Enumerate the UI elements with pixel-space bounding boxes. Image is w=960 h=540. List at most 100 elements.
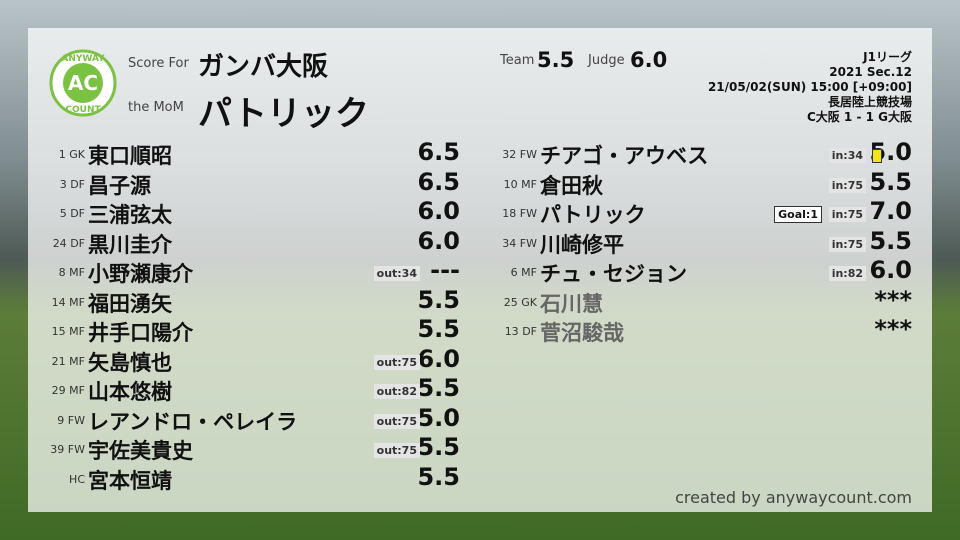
player-number: 18 FW — [502, 207, 537, 220]
player-number: 39 FW — [50, 443, 85, 456]
player-number: 5 DF — [60, 207, 85, 220]
number: 18 — [502, 207, 517, 220]
team-score-label: Team — [500, 53, 535, 68]
player-name: チアゴ・アウベス — [540, 144, 709, 168]
mom-label: the MoM — [128, 100, 184, 115]
player-number: 24 DF — [53, 237, 85, 250]
player-name: チュ・セジョン — [540, 262, 687, 286]
player-name: 山本悠樹 — [88, 380, 172, 404]
position: MF — [69, 266, 85, 279]
number: 15 — [51, 325, 66, 338]
number: 14 — [51, 295, 66, 309]
rating: 5.5 — [417, 433, 460, 461]
number: 34 — [502, 236, 517, 250]
player-number: 9 FW — [57, 414, 85, 427]
position: DF — [70, 177, 85, 191]
rating: 7.0 — [869, 197, 912, 225]
position: MF — [69, 325, 85, 338]
rating: 5.5 — [417, 285, 460, 314]
rating: 6.0 — [869, 256, 912, 284]
player-number: 29 MF — [52, 384, 85, 397]
footer: created by anywaycount.com — [675, 488, 912, 507]
number: 39 — [50, 443, 65, 456]
player-number: 21 MF — [52, 355, 85, 368]
logo-center: AC — [68, 71, 98, 95]
team-score: 5.5 — [537, 48, 575, 72]
rating: 6.5 — [417, 138, 460, 166]
player-number: 6 MF — [511, 266, 537, 279]
player-number: 25 GK — [504, 296, 537, 309]
rating: --- — [430, 256, 460, 284]
player-number: 15 MF — [52, 325, 85, 338]
number: 29 — [51, 384, 66, 397]
number: 5 — [59, 207, 67, 220]
player-name: 昌子源 — [88, 173, 151, 198]
rating: 5.5 — [417, 462, 460, 491]
rating: 5.5 — [869, 167, 912, 196]
position: GK — [69, 148, 85, 161]
rating: *** — [874, 285, 912, 314]
player-name: 倉田秋 — [540, 173, 603, 198]
player-name: 矢島慎也 — [88, 350, 172, 375]
mom: パトリック — [198, 94, 370, 134]
player-name: 川崎修平 — [540, 232, 624, 257]
player-name: 宮本恒靖 — [88, 468, 172, 493]
player-number: 13 DF — [505, 325, 537, 338]
datetime: 21/05/02(SUN) 15:00 [+09:00] — [707, 80, 912, 94]
number: 10 — [503, 177, 518, 191]
player-number: 8 MF — [59, 266, 85, 279]
league: J1リーグ — [863, 50, 912, 64]
number: 8 — [58, 266, 66, 279]
logo-bottom: COUNT — [65, 105, 101, 115]
player-name: 東口順昭 — [88, 144, 172, 168]
position: MF — [69, 354, 85, 368]
position: FW — [519, 207, 537, 220]
number: 32 — [502, 148, 517, 161]
sub-badge: in:75 — [828, 236, 866, 252]
player-name: 福田湧矢 — [88, 291, 172, 316]
judge-score-label: Judge — [588, 53, 625, 68]
player-name: 宇佐美貴史 — [88, 439, 193, 463]
player-number: 14 MF — [52, 296, 85, 309]
rating: *** — [874, 315, 912, 343]
panel — [28, 28, 932, 512]
logo: ANYWAY AC COUNT — [49, 49, 117, 117]
position: DF — [70, 236, 85, 250]
rating: 5.5 — [417, 315, 460, 343]
player-number: 34 FW — [502, 237, 537, 250]
number: 3 — [59, 177, 67, 191]
rating: 6.5 — [417, 167, 460, 196]
sub-badge: in:75 — [828, 207, 866, 222]
goal-badge: Goal:1 — [774, 206, 822, 223]
sub-badge: out:34 — [373, 266, 420, 281]
venue: 長居陸上競技場 — [827, 95, 912, 109]
position: FW — [67, 413, 85, 427]
position: FW — [519, 148, 537, 161]
sub-badge: out:75 — [373, 443, 420, 458]
player-name: 井手口陽介 — [88, 321, 193, 345]
sub-badge: out:75 — [373, 413, 420, 429]
position: DF — [70, 207, 85, 220]
sub-badge: in:34 — [828, 148, 866, 163]
number: 9 — [57, 413, 65, 427]
rating: 6.0 — [417, 197, 460, 225]
player-number: 10 MF — [504, 178, 537, 191]
judge-score: 6.0 — [630, 48, 668, 72]
sub-badge: out:75 — [373, 354, 420, 370]
position: MF — [521, 177, 537, 191]
section: 2021 Sec.12 — [829, 65, 912, 79]
number: 24 — [52, 236, 67, 250]
number: 13 — [504, 325, 519, 338]
number: 21 — [51, 354, 66, 368]
player-number: 3 DF — [60, 178, 85, 191]
player-name: 石川慧 — [540, 291, 603, 316]
rating: 6.0 — [417, 226, 460, 255]
rating: 5.0 — [417, 403, 460, 432]
position: MF — [521, 266, 537, 279]
player-number: 1 GK — [59, 148, 85, 161]
team: ガンバ大阪 — [198, 52, 329, 82]
position: MF — [69, 384, 85, 397]
sub-badge: in:75 — [828, 177, 866, 193]
rating: 5.5 — [869, 226, 912, 255]
